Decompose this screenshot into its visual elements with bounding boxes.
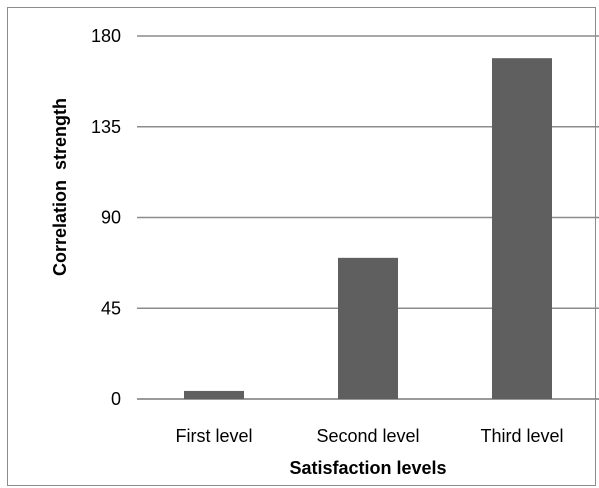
y-tick-label: 0 bbox=[111, 389, 121, 409]
x-tick-labels: First level Second level Third level bbox=[175, 426, 563, 446]
x-tick-label: First level bbox=[175, 426, 252, 446]
bar-second-level bbox=[338, 257, 398, 399]
y-tick-label: 180 bbox=[91, 26, 121, 46]
x-axis-title: Satisfaction levels bbox=[289, 458, 446, 478]
y-axis-title: Correlation strength bbox=[50, 98, 70, 276]
y-tick-labels: 0 45 90 135 180 bbox=[91, 26, 121, 409]
x-tick-label: Second level bbox=[316, 426, 419, 446]
x-tick-label: Third level bbox=[480, 426, 563, 446]
y-tick-label: 135 bbox=[91, 117, 121, 137]
bar-third-level bbox=[492, 58, 552, 399]
y-tick-label: 90 bbox=[101, 208, 121, 228]
bars bbox=[184, 58, 552, 399]
y-tick-label: 45 bbox=[101, 298, 121, 318]
bar-first-level bbox=[184, 390, 244, 399]
